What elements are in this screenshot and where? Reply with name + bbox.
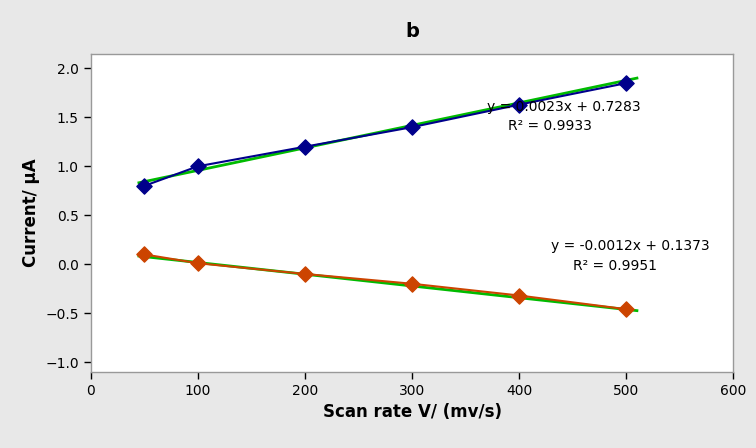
Point [138, 182, 150, 190]
Y-axis label: Current/ μA: Current/ μA [22, 159, 40, 267]
Point [620, 306, 632, 313]
Point [299, 271, 311, 278]
Point [192, 260, 204, 267]
Title: b: b [405, 22, 419, 41]
Point [513, 101, 525, 108]
Text: R² = 0.9933: R² = 0.9933 [508, 119, 592, 133]
Point [406, 280, 418, 287]
Point [406, 124, 418, 131]
X-axis label: Scan rate V/ (mv/s): Scan rate V/ (mv/s) [323, 403, 501, 421]
Point [620, 80, 632, 87]
Text: R² = 0.9951: R² = 0.9951 [573, 259, 657, 273]
Point [299, 143, 311, 151]
Text: y = -0.0012x + 0.1373: y = -0.0012x + 0.1373 [551, 240, 710, 254]
Point [513, 292, 525, 299]
Point [138, 251, 150, 258]
Point [192, 163, 204, 170]
Text: y = 0.0023x + 0.7283: y = 0.0023x + 0.7283 [487, 99, 640, 113]
